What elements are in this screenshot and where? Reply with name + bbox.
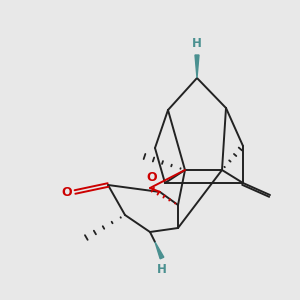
Text: O: O <box>61 185 72 199</box>
Text: O: O <box>147 171 157 184</box>
Polygon shape <box>155 242 164 259</box>
Text: H: H <box>192 37 202 50</box>
Text: H: H <box>157 263 167 276</box>
Polygon shape <box>195 55 199 78</box>
